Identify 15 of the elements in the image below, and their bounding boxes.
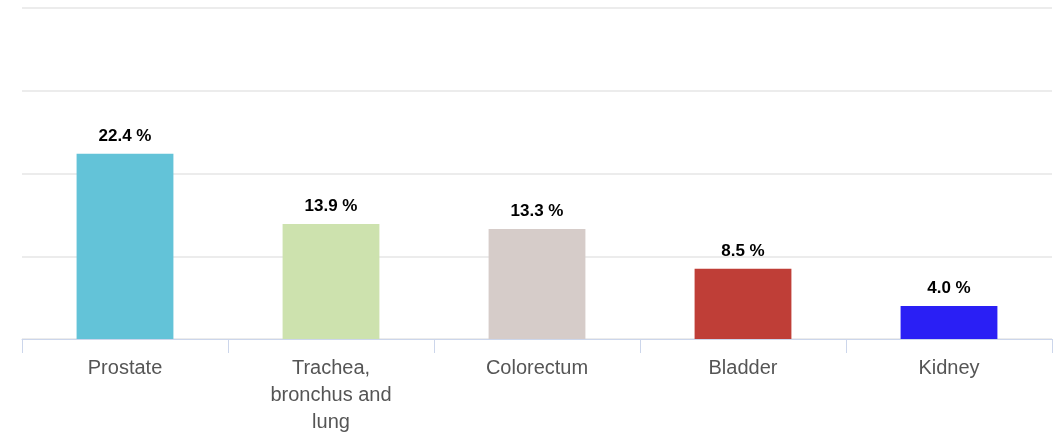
data-label: 13.3 %: [510, 200, 564, 220]
data-label: 8.5 %: [721, 240, 765, 260]
data-label: 13.9 %: [304, 195, 358, 215]
x-tick-label: Kidney: [918, 355, 980, 378]
bar: [76, 153, 174, 339]
bar: [694, 268, 792, 339]
x-tick-label: Bladder: [708, 355, 778, 378]
data-label: 4.0 %: [927, 277, 971, 297]
x-tick-label: Colorectum: [485, 355, 589, 378]
x-tick-label: Trachea, bronchus and lung: [270, 355, 392, 432]
bar: [282, 223, 380, 339]
bar: [900, 305, 998, 339]
data-label: 22.4 %: [98, 125, 152, 145]
x-tick-label: Prostate: [87, 355, 163, 378]
bar: [488, 228, 586, 339]
